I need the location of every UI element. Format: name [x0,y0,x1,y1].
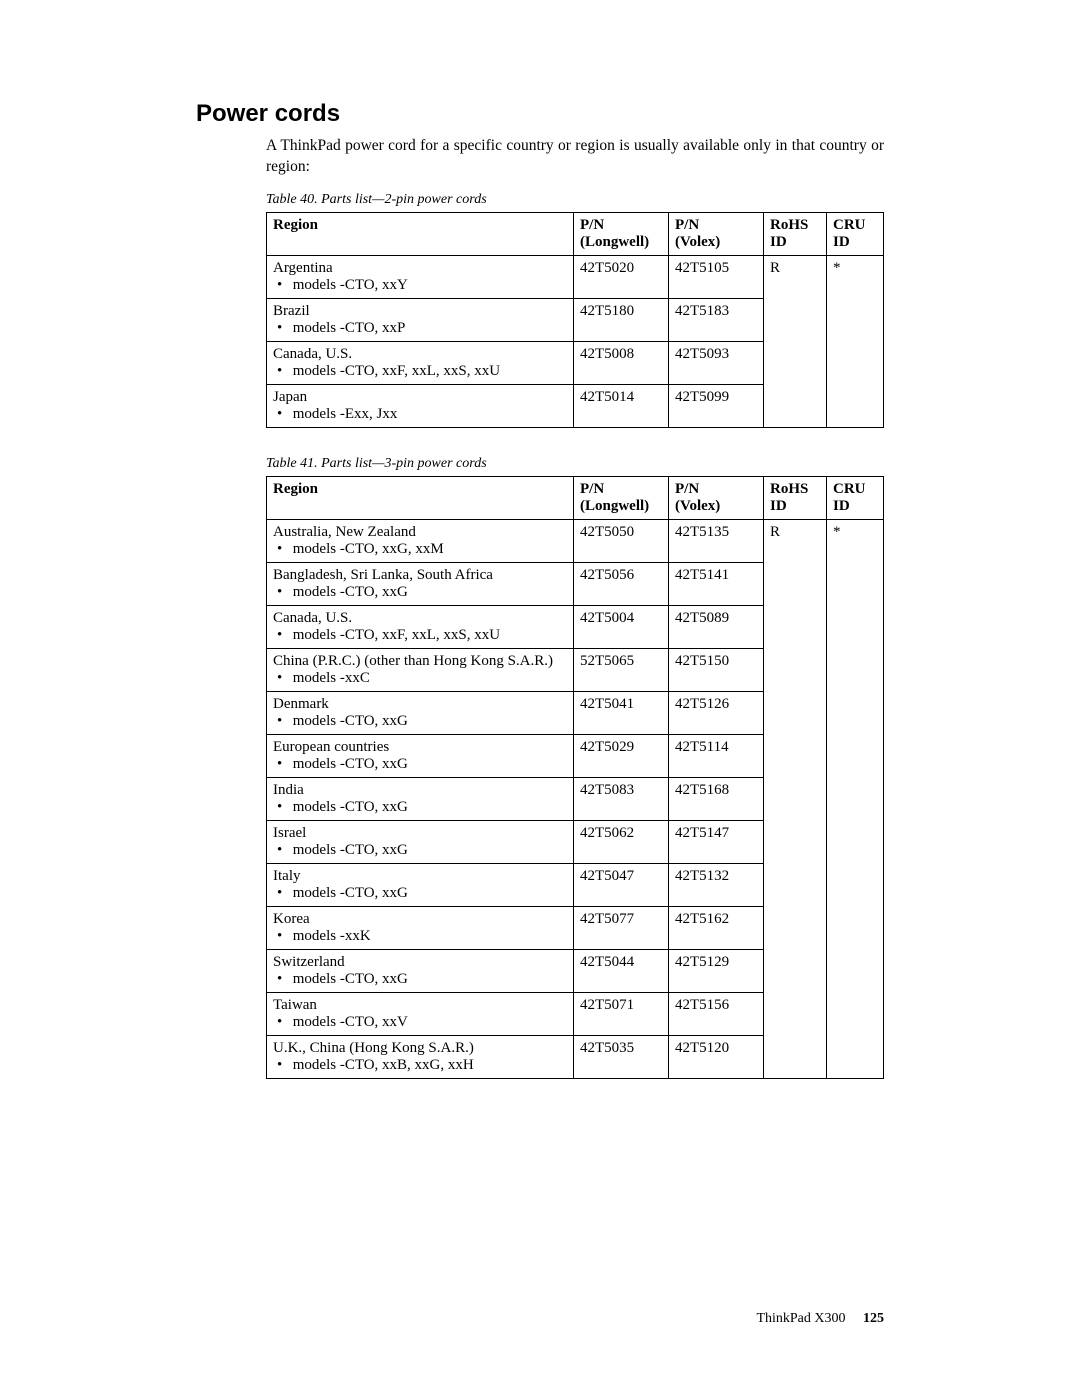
region-cell: Israel• models -CTO, xxG [267,820,574,863]
region-cell: India• models -CTO, xxG [267,777,574,820]
pn-volex: 42T5129 [669,949,764,992]
region-cell: Taiwan• models -CTO, xxV [267,992,574,1035]
pn-volex: 42T5093 [669,341,764,384]
pn-longwell: 42T5062 [574,820,669,863]
rohs-id: R [764,255,827,427]
region-cell: U.K., China (Hong Kong S.A.R.)• models -… [267,1035,574,1078]
rohs-id: R [764,519,827,1078]
pn-volex: 42T5089 [669,605,764,648]
pn-volex: 42T5114 [669,734,764,777]
pn-longwell: 42T5056 [574,562,669,605]
column-header: P/N(Volex) [669,476,764,519]
pn-longwell: 42T5077 [574,906,669,949]
region-cell: Italy• models -CTO, xxG [267,863,574,906]
pn-longwell: 52T5065 [574,648,669,691]
column-header: RoHSID [764,212,827,255]
region-cell: Korea• models -xxK [267,906,574,949]
table1: RegionP/N(Longwell)P/N(Volex)RoHSIDCRUID… [266,212,884,428]
page-footer: ThinkPad X300 125 [756,1311,884,1327]
region-cell: Denmark• models -CTO, xxG [267,691,574,734]
section-heading: Power cords [196,100,884,128]
footer-product: ThinkPad X300 [756,1311,845,1326]
pn-longwell: 42T5041 [574,691,669,734]
pn-volex: 42T5126 [669,691,764,734]
column-header: P/N(Longwell) [574,476,669,519]
pn-volex: 42T5168 [669,777,764,820]
column-header: CRUID [827,476,884,519]
column-header: Region [267,476,574,519]
pn-volex: 42T5132 [669,863,764,906]
pn-volex: 42T5162 [669,906,764,949]
pn-longwell: 42T5020 [574,255,669,298]
region-cell: Japan• models -Exx, Jxx [267,384,574,427]
column-header: Region [267,212,574,255]
column-header: CRUID [827,212,884,255]
cru-id: * [827,255,884,427]
column-header: P/N(Volex) [669,212,764,255]
intro-text: A ThinkPad power cord for a specific cou… [196,136,884,178]
table-row: Australia, New Zealand• models -CTO, xxG… [267,519,884,562]
pn-volex: 42T5183 [669,298,764,341]
table1-caption: Table 40. Parts list—2-pin power cords [196,192,884,208]
pn-longwell: 42T5004 [574,605,669,648]
cru-id: * [827,519,884,1078]
pn-volex: 42T5156 [669,992,764,1035]
pn-volex: 42T5120 [669,1035,764,1078]
pn-longwell: 42T5050 [574,519,669,562]
pn-longwell: 42T5029 [574,734,669,777]
pn-longwell: 42T5071 [574,992,669,1035]
pn-longwell: 42T5008 [574,341,669,384]
region-cell: China (P.R.C.) (other than Hong Kong S.A… [267,648,574,691]
region-cell: Brazil• models -CTO, xxP [267,298,574,341]
pn-longwell: 42T5180 [574,298,669,341]
table-row: Argentina• models -CTO, xxY42T502042T510… [267,255,884,298]
pn-volex: 42T5099 [669,384,764,427]
pn-volex: 42T5147 [669,820,764,863]
pn-longwell: 42T5047 [574,863,669,906]
pn-longwell: 42T5014 [574,384,669,427]
pn-volex: 42T5141 [669,562,764,605]
region-cell: Switzerland• models -CTO, xxG [267,949,574,992]
column-header: P/N(Longwell) [574,212,669,255]
region-cell: Australia, New Zealand• models -CTO, xxG… [267,519,574,562]
region-cell: Canada, U.S.• models -CTO, xxF, xxL, xxS… [267,341,574,384]
pn-volex: 42T5135 [669,519,764,562]
region-cell: European countries• models -CTO, xxG [267,734,574,777]
table2-caption: Table 41. Parts list—3-pin power cords [196,456,884,472]
table2: RegionP/N(Longwell)P/N(Volex)RoHSIDCRUID… [266,476,884,1079]
column-header: RoHSID [764,476,827,519]
pn-volex: 42T5150 [669,648,764,691]
pn-volex: 42T5105 [669,255,764,298]
region-cell: Canada, U.S.• models -CTO, xxF, xxL, xxS… [267,605,574,648]
footer-page-number: 125 [863,1311,884,1326]
pn-longwell: 42T5083 [574,777,669,820]
pn-longwell: 42T5044 [574,949,669,992]
pn-longwell: 42T5035 [574,1035,669,1078]
region-cell: Bangladesh, Sri Lanka, South Africa• mod… [267,562,574,605]
region-cell: Argentina• models -CTO, xxY [267,255,574,298]
